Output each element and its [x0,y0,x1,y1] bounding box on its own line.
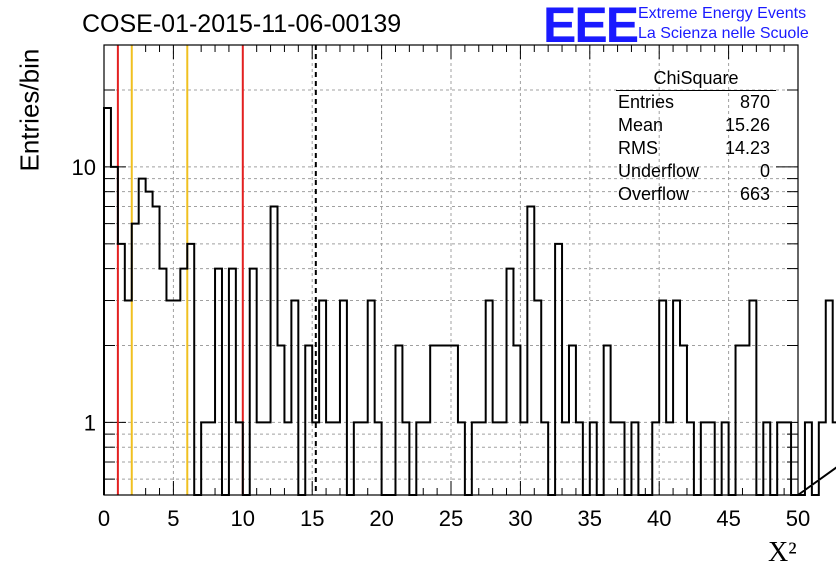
stats-label: RMS [618,138,658,158]
stats-label: Underflow [618,161,700,181]
x-tick-label: 35 [578,506,602,531]
stats-box: ChiSquare Entries 870 Mean 15.26 RMS 14.… [610,68,780,206]
logo-line-1: Extreme Energy Events [638,5,807,22]
x-axis-label: X² [768,537,797,568]
stats-row-rms: RMS 14.23 [610,137,780,160]
stats-label: Entries [618,92,675,112]
y-tick-label: 10 [72,155,96,180]
x-tick-label: 0 [98,506,110,531]
x-tick-label: 10 [231,506,255,531]
x-tick-label: 5 [167,506,179,531]
vertical-lines [116,45,317,495]
plot-frame [103,44,799,496]
stats-value: 14.23 [724,138,770,158]
logo-line-2: La Scienza nelle Scuole [638,25,809,42]
x-tick-label: 50 [786,506,810,531]
stats-value: 870 [739,92,770,112]
chart-title: COSE-01-2015-11-06-00139 [82,10,402,38]
stats-row-underflow: Underflow 0 [610,160,780,183]
y-tick-label: 1 [84,410,96,435]
stats-value: 0 [759,161,770,181]
x-tick-label: 15 [300,506,324,531]
stats-row-mean: Mean 15.26 [610,114,780,137]
stats-label: Overflow [618,184,690,204]
x-tick-label: 25 [439,506,463,531]
tick-labels: 0 5 10 15 20 25 30 35 40 45 50 1 10 [72,155,811,531]
stats-row-entries: Entries 870 [610,91,780,114]
x-tick-label: 30 [508,506,532,531]
stats-value: 663 [739,184,770,204]
x-tick-label: 20 [369,506,393,531]
stats-box-title: ChiSquare [616,68,776,91]
stats-value: 15.26 [724,115,770,135]
stats-label: Mean [618,115,664,135]
stats-row-overflow: Overflow 663 [610,183,780,206]
x-tick-label: 40 [647,506,671,531]
y-axis-label: Entries/bin [14,48,45,172]
x-tick-label: 45 [716,506,740,531]
eee-logo: EEE [543,0,639,53]
